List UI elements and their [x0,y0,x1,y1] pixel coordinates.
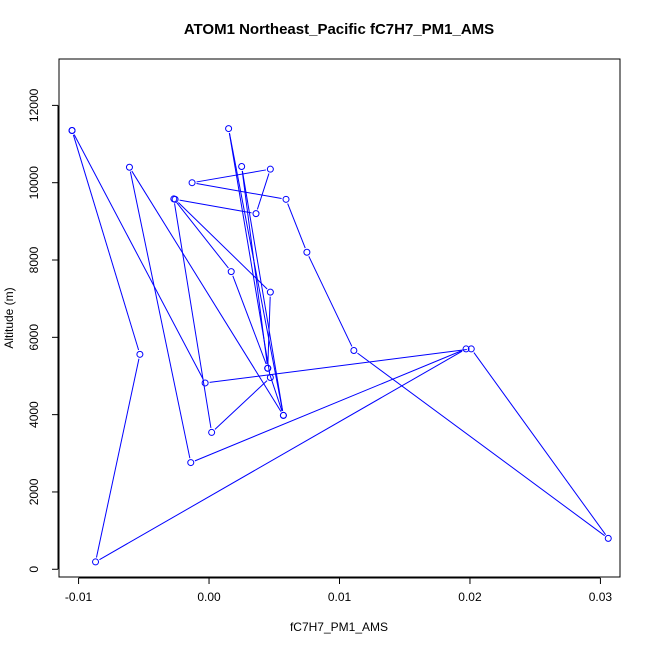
series-segment [194,350,463,462]
x-tick-label: 0.00 [197,590,221,604]
chart-title: ATOM1 Northeast_Pacific fC7H7_PM1_AMS [184,21,494,38]
series-segment [268,372,283,412]
data-point [68,127,76,135]
series-segment [174,203,212,429]
y-tick-label: 2000 [27,478,41,505]
data-point [208,428,216,436]
series-segment [232,275,267,365]
series-segment [129,171,191,459]
data-point [238,162,246,170]
series-segment [287,203,306,249]
series-segment [256,173,270,210]
series-points [68,125,612,566]
data-point [201,379,209,387]
data-point [188,179,196,187]
plot-frame [58,58,621,578]
x-axis-label: fC7H7_PM1_AMS [290,620,388,634]
y-tick-label: 8000 [27,246,41,273]
y-axis-label: Altitude (m) [2,287,16,348]
y-tick-label: 4000 [27,401,41,428]
data-point [266,374,274,382]
series-segment [95,358,140,558]
data-point [252,210,260,218]
data-point [136,350,144,358]
y-tick-label: 6000 [27,324,41,351]
data-point [303,248,311,256]
series-segment [196,169,267,183]
series-segment [241,170,284,412]
data-point [170,195,178,203]
series-segment [179,199,252,214]
series-segment [99,350,463,561]
x-tick-label: 0.03 [589,590,613,604]
series-segment [357,352,605,537]
data-point [350,346,358,354]
x-tick-label: -0.01 [65,590,93,604]
data-point [125,163,133,171]
series-segment [308,256,353,347]
series-segment [473,352,607,535]
data-point [462,345,470,353]
series-lines [72,132,607,561]
series-segment [214,380,268,430]
series-segment [73,134,204,380]
series-segment [72,134,140,351]
x-tick-label: 0.02 [458,590,482,604]
data-point [266,165,274,173]
x-tick-label: 0.01 [328,590,352,604]
data-point [264,364,272,372]
series-segment [209,348,467,383]
data-point [604,534,612,542]
x-axis: -0.01 0.00 0.01 0.02 0.03 [65,577,613,604]
data-point [266,288,274,296]
data-point [227,268,235,276]
series-segment [241,170,268,364]
series-segment [228,132,284,412]
series-segment [177,202,268,290]
series-segment [176,202,229,269]
data-point [282,195,290,203]
data-point [92,558,100,566]
data-point [467,345,475,353]
y-tick-label: 10000 [27,166,41,200]
data-point [187,459,195,467]
series-segment [131,170,282,412]
data-point [279,411,287,419]
y-axis: 0 2000 4000 6000 8000 10000 12000 [27,88,59,573]
data-point [225,125,233,133]
y-tick-label: 0 [27,566,41,573]
y-tick-label: 12000 [27,88,41,122]
